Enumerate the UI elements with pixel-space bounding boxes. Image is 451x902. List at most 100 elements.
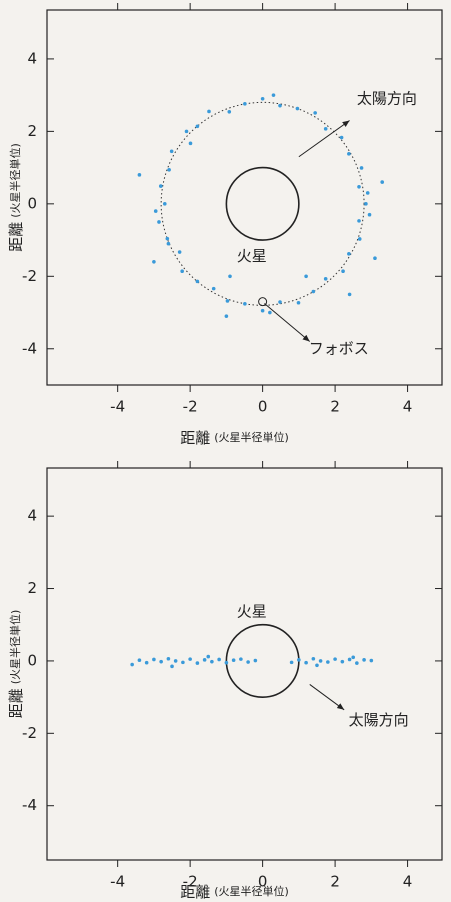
particle [177, 250, 182, 254]
y-axis-label-main: 距離 [7, 688, 25, 718]
x-tick-label: -4 [110, 398, 125, 416]
particle [228, 274, 232, 279]
annotation: 太陽方向 [349, 711, 409, 729]
particle [246, 660, 250, 664]
particle [340, 659, 345, 664]
y-tick-label: 4 [27, 507, 37, 525]
particle [347, 252, 351, 256]
x-axis-label-main: 距離 [180, 883, 210, 901]
particle [311, 289, 316, 294]
particle [357, 237, 362, 241]
x-axis-label-unit: (火星半径単位) [214, 884, 289, 898]
particle [137, 173, 142, 177]
annotation: 火星 [237, 247, 267, 265]
particle [210, 659, 214, 664]
particle [169, 149, 174, 154]
particle [278, 300, 282, 304]
particle [157, 220, 161, 224]
phobos-marker [258, 297, 268, 307]
particle [260, 308, 265, 313]
y-tick-label: -2 [22, 267, 37, 285]
y-axis-label-unit: (火星半径単位) [8, 610, 22, 685]
particle [217, 657, 221, 662]
particle [227, 110, 232, 114]
mars [225, 623, 300, 698]
particle [195, 124, 200, 129]
particle [323, 277, 328, 281]
particle [326, 660, 330, 664]
particle [243, 302, 247, 306]
particle [357, 219, 361, 223]
particle [323, 127, 328, 131]
particle [278, 103, 282, 108]
y-tick-label: 2 [27, 122, 37, 140]
particle [347, 152, 351, 156]
particle [333, 657, 337, 661]
particle [239, 657, 243, 661]
annotation-arrow [309, 684, 345, 711]
x-tick-label: 0 [258, 873, 268, 891]
particle [380, 180, 385, 184]
particle [296, 300, 301, 305]
particle [364, 202, 368, 206]
particle [195, 279, 200, 284]
particle [339, 135, 344, 140]
x-axis-label: 距離 (火星半径単位) [180, 883, 289, 901]
particle [195, 661, 200, 665]
particle [315, 663, 319, 668]
particle [170, 664, 174, 669]
particle [313, 111, 317, 115]
particle [165, 236, 170, 241]
annotation: フォボス [309, 339, 369, 357]
particle [159, 659, 163, 664]
particle [202, 658, 207, 662]
particle [347, 292, 352, 297]
y-tick-label: 4 [27, 49, 37, 67]
particle [206, 654, 211, 659]
y-tick-label: 0 [27, 651, 37, 669]
particle [167, 167, 171, 172]
y-tick-label: 0 [27, 194, 37, 212]
particle [184, 129, 189, 134]
particle [188, 657, 192, 661]
particle [311, 656, 316, 661]
x-tick-label: 4 [403, 873, 413, 891]
particle [144, 660, 149, 665]
particle [271, 93, 276, 97]
x-tick-label: -2 [183, 398, 198, 416]
particle [173, 659, 178, 663]
particle [355, 661, 359, 665]
x-tick-label: 2 [330, 398, 340, 416]
annotation: 火星 [237, 603, 267, 621]
particle [180, 269, 184, 274]
x-tick-label: -2 [183, 873, 198, 891]
particle [158, 184, 163, 188]
annotation-arrow [298, 120, 350, 158]
particle [318, 659, 323, 663]
y-axis-label-main: 距離 [7, 222, 25, 252]
plot-frame [46, 9, 443, 386]
particle [304, 660, 308, 665]
particle [367, 212, 372, 217]
particle [297, 658, 301, 662]
particle [225, 299, 230, 303]
particle [347, 657, 352, 662]
y-tick-label: -2 [22, 724, 37, 742]
particle [181, 660, 185, 665]
particle [369, 658, 374, 663]
particle [268, 310, 272, 315]
particle [289, 660, 294, 665]
particle [162, 202, 167, 206]
particle [243, 102, 247, 106]
particle [166, 656, 171, 661]
particle [207, 109, 211, 114]
particle [295, 106, 300, 111]
y-tick-label: -4 [22, 339, 37, 357]
particle [153, 209, 158, 213]
x-axis-label-main: 距離 [180, 429, 210, 447]
y-tick-label: 2 [27, 579, 37, 597]
x-tick-label: 0 [258, 398, 268, 416]
phobos-orbit [160, 101, 365, 306]
particle [130, 662, 134, 667]
